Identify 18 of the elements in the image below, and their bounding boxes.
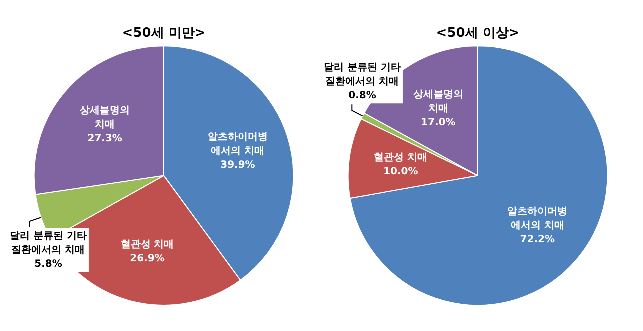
slice-label: 혈관성 치매 [374,152,428,164]
data-label: 0.8% [348,90,376,102]
slice-label: 달리 분류된 기타 질환에서의 치매 [324,62,401,88]
slice-label: 상세불명의 치매 [413,89,464,114]
data-label: 26.9% [130,253,165,264]
slice-label: 혈관성 치매 [120,239,174,250]
data-label: 17.0% [421,117,456,128]
slice-label: 알츠하이머병 에서의 치매 [208,132,268,158]
slice-label: 달리 분류된 기타 질환에서의 치매 [10,231,87,256]
chart-title: <50세 이상> [436,26,520,42]
data-label: 27.3% [88,134,122,145]
slice-label: 알츠하이머병 에서의 치매 [508,206,568,232]
chart-title: <50세 미만> [122,26,206,42]
data-label: 72.2% [520,234,555,246]
slice-label: 상세불명의 치매 [80,106,130,131]
data-label: 39.9% [220,160,256,172]
data-label: 5.8% [34,259,62,270]
data-label: 10.0% [384,166,418,178]
